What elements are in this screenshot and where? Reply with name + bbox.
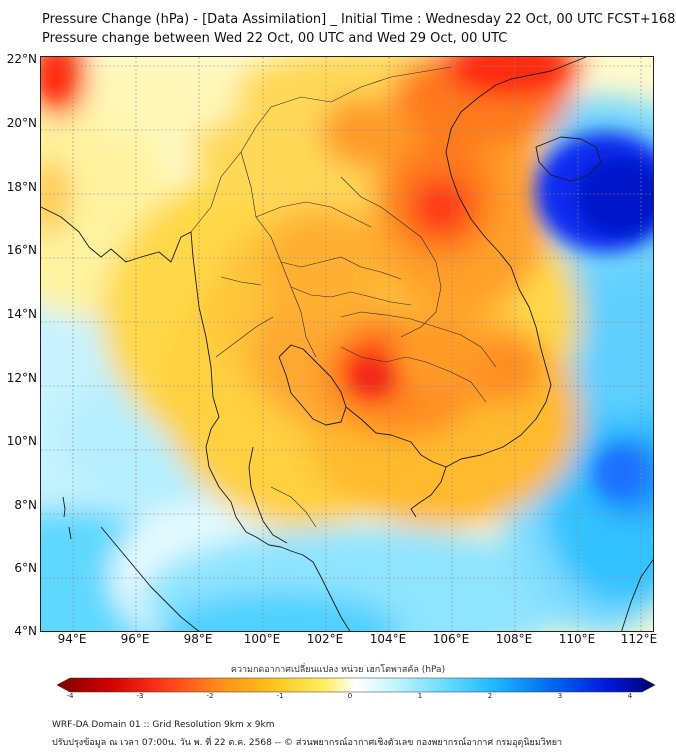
graticule bbox=[41, 57, 653, 631]
footer-credit: ปรับปรุงข้อมูล ณ เวลา 07:00น. วัน พ. ที่… bbox=[52, 738, 563, 748]
lat-label: 22°N bbox=[6, 52, 37, 66]
colorbar bbox=[56, 677, 656, 693]
lat-label: 10°N bbox=[6, 434, 37, 448]
colorbar-tick-label: 2 bbox=[487, 692, 493, 700]
lon-label: 108°E bbox=[495, 632, 533, 646]
lat-label: 18°N bbox=[6, 180, 37, 194]
colorbar-tick-label: -2 bbox=[206, 692, 214, 700]
lat-label: 6°N bbox=[14, 561, 37, 575]
colorbar-tick-label: 4 bbox=[627, 692, 633, 700]
chart-subtitle: Pressure change between Wed 22 Oct, 00 U… bbox=[42, 31, 508, 46]
lon-label: 98°E bbox=[183, 632, 213, 646]
lat-label: 4°N bbox=[14, 624, 37, 638]
pressure-field-cores bbox=[41, 57, 653, 497]
colorbar-title: ความกดอากาศเปลี่ยนแปลง หน่วย เฮกโตพาสคัล… bbox=[230, 665, 446, 675]
lat-label: 20°N bbox=[6, 116, 37, 130]
lon-label: 94°E bbox=[57, 632, 87, 646]
lon-label: 96°E bbox=[120, 632, 150, 646]
lat-label: 14°N bbox=[6, 307, 37, 321]
admin-borders bbox=[190, 66, 497, 528]
footer-model-info: WRF-DA Domain 01 :: Grid Resolution 9km … bbox=[52, 720, 275, 730]
lat-label: 8°N bbox=[14, 498, 37, 512]
pressure-change-map bbox=[40, 56, 654, 632]
lon-label: 106°E bbox=[432, 632, 470, 646]
colorbar-tick-label: 1 bbox=[417, 692, 423, 700]
colorbar-tick-label: -1 bbox=[276, 692, 284, 700]
lon-label: 112°E bbox=[620, 632, 658, 646]
lat-label: 12°N bbox=[6, 371, 37, 385]
lat-label: 16°N bbox=[6, 243, 37, 257]
colorbar-tick-label: -3 bbox=[136, 692, 144, 700]
colorbar-tick-label: 3 bbox=[557, 692, 563, 700]
colorbar-tick-label: 0 bbox=[347, 692, 353, 700]
colorbar-ramp bbox=[56, 677, 656, 693]
pressure-field bbox=[41, 57, 653, 631]
chart-title: Pressure Change (hPa) - [Data Assimilati… bbox=[42, 12, 676, 27]
lon-label: 110°E bbox=[558, 632, 596, 646]
coastlines bbox=[41, 57, 653, 631]
lon-label: 102°E bbox=[306, 632, 344, 646]
lon-label: 104°E bbox=[369, 632, 407, 646]
lon-label: 100°E bbox=[243, 632, 281, 646]
colorbar-tick-label: -4 bbox=[66, 692, 74, 700]
